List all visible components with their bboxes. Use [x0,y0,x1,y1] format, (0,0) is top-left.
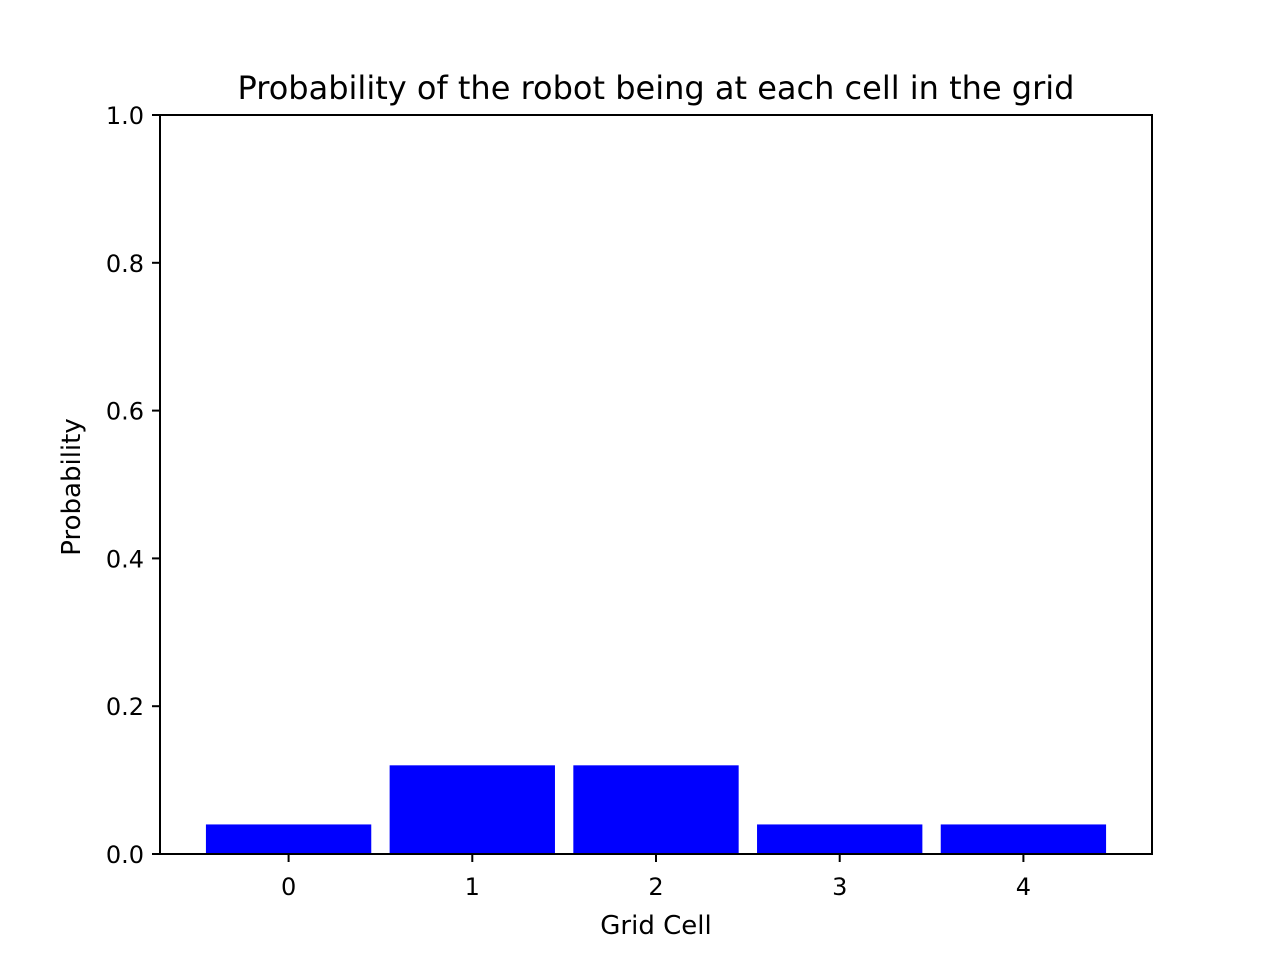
plot-frame [159,114,1153,855]
y-tick-label: 0.8 [106,250,144,278]
x-tick-label: 3 [832,873,847,901]
x-tick-label: 2 [648,873,663,901]
y-tick-label: 1.0 [106,102,144,130]
bars-group [205,765,1107,854]
x-tick-label: 0 [281,873,296,901]
chart-title: Probability of the robot being at each c… [238,69,1075,107]
x-axis-label: Grid Cell [600,911,711,941]
bar-cell-4 [940,824,1107,854]
y-axis: 0.0 0.2 0.4 0.6 0.8 1.0 [106,102,160,869]
x-tick-label: 1 [465,873,480,901]
x-axis: 0 1 2 3 4 [281,854,1031,901]
y-tick-label: 0.2 [106,693,144,721]
bar-cell-2 [573,765,739,854]
bar-cell-1 [389,765,555,854]
y-axis-label: Probability [57,418,87,555]
bar-cell-0 [205,824,372,854]
y-tick-label: 0.0 [106,841,144,869]
y-tick-label: 0.6 [106,398,144,426]
bar-cell-3 [757,824,923,854]
y-tick-label: 0.4 [106,545,144,573]
x-tick-label: 4 [1016,873,1031,901]
